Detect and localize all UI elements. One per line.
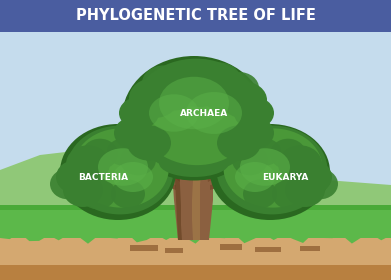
FancyBboxPatch shape — [130, 245, 158, 251]
FancyBboxPatch shape — [0, 265, 391, 280]
Ellipse shape — [107, 138, 139, 165]
Ellipse shape — [66, 145, 110, 183]
Ellipse shape — [149, 94, 199, 132]
Polygon shape — [0, 148, 391, 212]
Ellipse shape — [146, 66, 202, 110]
Ellipse shape — [154, 146, 234, 181]
Ellipse shape — [217, 125, 261, 161]
FancyBboxPatch shape — [0, 205, 391, 240]
FancyBboxPatch shape — [0, 238, 391, 280]
Ellipse shape — [169, 59, 229, 107]
Ellipse shape — [270, 139, 306, 169]
Ellipse shape — [114, 117, 154, 149]
Ellipse shape — [120, 145, 156, 175]
Ellipse shape — [80, 179, 116, 209]
Ellipse shape — [285, 173, 325, 207]
Ellipse shape — [210, 124, 330, 220]
FancyBboxPatch shape — [165, 248, 183, 253]
Text: ARCHAEA: ARCHAEA — [180, 109, 228, 118]
Ellipse shape — [217, 126, 328, 214]
Ellipse shape — [60, 124, 176, 220]
Ellipse shape — [292, 160, 332, 194]
FancyBboxPatch shape — [300, 246, 320, 251]
Ellipse shape — [224, 129, 323, 207]
Ellipse shape — [240, 148, 290, 186]
Polygon shape — [172, 145, 213, 240]
Ellipse shape — [111, 179, 145, 208]
Ellipse shape — [159, 149, 229, 177]
Ellipse shape — [278, 145, 322, 183]
Polygon shape — [192, 148, 204, 240]
Ellipse shape — [219, 72, 259, 104]
Ellipse shape — [235, 162, 275, 192]
Text: EUKARYA: EUKARYA — [262, 172, 308, 181]
Ellipse shape — [138, 63, 256, 165]
Ellipse shape — [113, 162, 153, 192]
Ellipse shape — [159, 77, 229, 129]
Ellipse shape — [56, 160, 96, 194]
Polygon shape — [172, 145, 182, 240]
Ellipse shape — [122, 56, 266, 180]
Ellipse shape — [186, 92, 242, 134]
Ellipse shape — [129, 59, 263, 173]
Text: PHYLOGENETIC TREE OF LIFE: PHYLOGENETIC TREE OF LIFE — [75, 8, 316, 24]
Ellipse shape — [232, 145, 268, 175]
Ellipse shape — [142, 66, 186, 101]
Ellipse shape — [63, 173, 103, 207]
Ellipse shape — [221, 81, 267, 118]
Ellipse shape — [302, 169, 338, 199]
Ellipse shape — [249, 138, 281, 165]
Text: BACTERIA: BACTERIA — [78, 172, 128, 181]
Ellipse shape — [198, 69, 250, 111]
Polygon shape — [0, 205, 391, 212]
Ellipse shape — [82, 139, 118, 169]
FancyBboxPatch shape — [0, 32, 391, 212]
Polygon shape — [130, 178, 176, 190]
Ellipse shape — [243, 179, 277, 208]
FancyBboxPatch shape — [220, 244, 242, 250]
Polygon shape — [207, 158, 274, 182]
Polygon shape — [112, 158, 180, 182]
Ellipse shape — [164, 62, 204, 94]
Ellipse shape — [50, 169, 86, 199]
Ellipse shape — [98, 148, 148, 186]
Ellipse shape — [234, 117, 274, 149]
Ellipse shape — [73, 129, 169, 207]
Polygon shape — [0, 210, 391, 244]
FancyBboxPatch shape — [255, 247, 281, 252]
Ellipse shape — [129, 78, 179, 118]
Ellipse shape — [197, 62, 241, 98]
Polygon shape — [210, 178, 257, 190]
Ellipse shape — [272, 179, 308, 209]
Ellipse shape — [66, 126, 174, 214]
Ellipse shape — [234, 97, 274, 129]
Ellipse shape — [119, 97, 159, 129]
Ellipse shape — [127, 125, 171, 161]
FancyBboxPatch shape — [0, 0, 391, 32]
